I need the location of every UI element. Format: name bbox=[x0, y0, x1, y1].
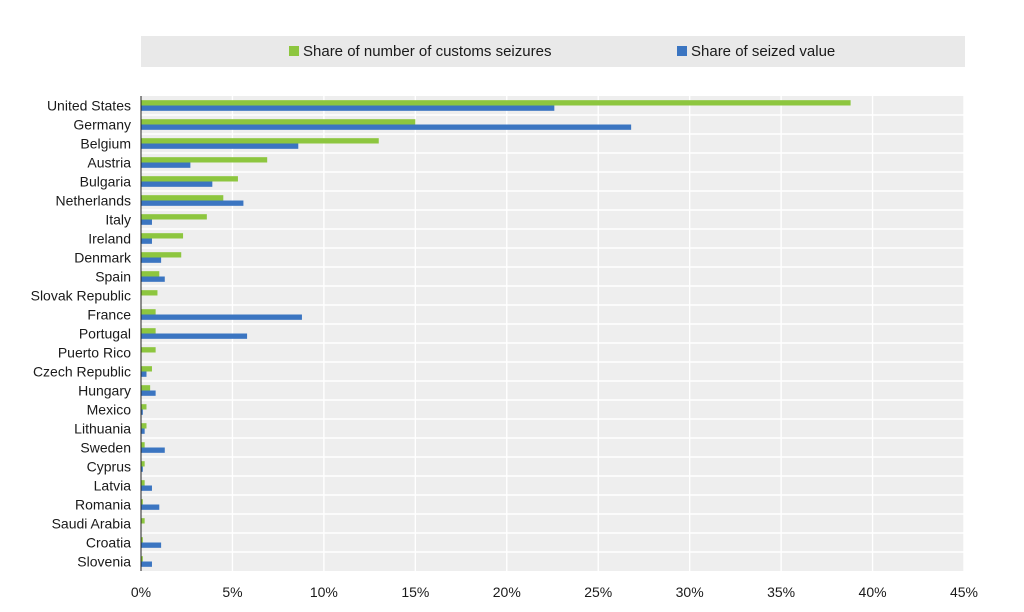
x-tick-label: 5% bbox=[222, 584, 242, 600]
legend-label-value: Share of seized value bbox=[691, 43, 836, 60]
bar-seizures bbox=[141, 119, 416, 125]
bar-seized-value bbox=[141, 428, 145, 434]
bar-seized-value bbox=[141, 504, 160, 510]
x-tick-label: 0% bbox=[131, 584, 151, 600]
plot-background bbox=[141, 96, 964, 571]
bar-seized-value bbox=[141, 466, 143, 472]
category-label: Italy bbox=[105, 212, 131, 228]
category-label: Slovenia bbox=[77, 554, 131, 570]
chart-legend: Share of number of customs seizures Shar… bbox=[141, 36, 965, 67]
x-tick-label: 30% bbox=[676, 584, 704, 600]
bar-seizures bbox=[141, 195, 224, 201]
x-tick-label: 15% bbox=[401, 584, 429, 600]
category-label: Mexico bbox=[87, 402, 132, 418]
bar-seizures bbox=[141, 233, 184, 239]
bar-seizures bbox=[141, 347, 156, 353]
bar-seizures bbox=[141, 176, 238, 182]
bar-seized-value bbox=[141, 200, 244, 206]
bar-seized-value bbox=[141, 485, 152, 491]
legend-label-seizures: Share of number of customs seizures bbox=[303, 43, 552, 60]
bar-seized-value bbox=[141, 257, 162, 263]
bar-seized-value bbox=[141, 371, 147, 377]
x-tick-label: 45% bbox=[950, 584, 978, 600]
category-label: Portugal bbox=[79, 326, 131, 342]
bar-seizures bbox=[141, 271, 160, 277]
category-label: Denmark bbox=[74, 250, 132, 266]
category-label: Romania bbox=[75, 497, 131, 513]
category-label: Austria bbox=[87, 155, 131, 171]
bar-seizures bbox=[141, 461, 145, 467]
bar-seized-value bbox=[141, 542, 162, 548]
bar-seizures bbox=[141, 499, 143, 505]
category-label: Latvia bbox=[94, 478, 132, 494]
x-tick-label: 20% bbox=[493, 584, 521, 600]
bar-seizures bbox=[141, 518, 145, 524]
bar-seizures bbox=[141, 328, 156, 334]
legend-item-seizures: Share of number of customs seizures bbox=[289, 36, 551, 67]
legend-swatch-seizures bbox=[289, 46, 299, 57]
bar-seizures bbox=[141, 442, 145, 448]
bar-seized-value bbox=[141, 409, 143, 415]
category-label: Germany bbox=[73, 117, 131, 133]
category-label: Lithuania bbox=[74, 421, 131, 437]
bar-seized-value bbox=[141, 105, 555, 111]
category-label: Hungary bbox=[78, 383, 131, 399]
bar-seized-value bbox=[141, 162, 191, 168]
bar-seized-value bbox=[141, 124, 632, 130]
bar-seized-value bbox=[141, 219, 152, 225]
bar-seizures bbox=[141, 309, 156, 315]
bar-seizures bbox=[141, 138, 379, 144]
x-tick-label: 35% bbox=[767, 584, 795, 600]
category-label: Croatia bbox=[86, 535, 131, 551]
category-label: Ireland bbox=[88, 231, 131, 247]
bar-seized-value bbox=[141, 143, 299, 149]
category-label: Bulgaria bbox=[80, 174, 132, 190]
bar-seizures bbox=[141, 252, 182, 258]
bar-seizures bbox=[141, 537, 143, 543]
bar-seizures bbox=[141, 480, 145, 486]
bar-seized-value bbox=[141, 276, 165, 282]
bar-seizures bbox=[141, 404, 147, 410]
category-label: Sweden bbox=[80, 440, 131, 456]
bar-seizures bbox=[141, 214, 207, 220]
legend-swatch-value bbox=[677, 46, 687, 57]
bar-seized-value bbox=[141, 238, 152, 244]
category-label: France bbox=[87, 307, 131, 323]
category-label: Slovak Republic bbox=[31, 288, 131, 304]
category-label: United States bbox=[47, 98, 131, 114]
bar-seized-value bbox=[141, 447, 165, 453]
bar-seized-value bbox=[141, 561, 152, 567]
bar-seized-value bbox=[141, 181, 213, 187]
legend-item-value: Share of seized value bbox=[677, 36, 835, 67]
bar-seizures bbox=[141, 290, 158, 296]
category-label: Puerto Rico bbox=[58, 345, 131, 361]
category-label: Cyprus bbox=[87, 459, 131, 475]
bar-seized-value bbox=[141, 314, 302, 320]
bar-seized-value bbox=[141, 333, 248, 339]
x-tick-label: 40% bbox=[859, 584, 887, 600]
bar-seizures bbox=[141, 366, 152, 372]
category-label: Belgium bbox=[80, 136, 131, 152]
bar-seizures bbox=[141, 556, 143, 562]
category-label: Czech Republic bbox=[33, 364, 131, 380]
bar-seized-value bbox=[141, 390, 156, 396]
category-label: Spain bbox=[95, 269, 131, 285]
bar-seizures bbox=[141, 385, 151, 391]
category-label: Netherlands bbox=[56, 193, 132, 209]
x-tick-label: 10% bbox=[310, 584, 338, 600]
category-label: Saudi Arabia bbox=[52, 516, 132, 532]
bar-seizures bbox=[141, 100, 851, 106]
bar-seizures bbox=[141, 157, 268, 163]
bar-seizures bbox=[141, 423, 147, 429]
x-tick-label: 25% bbox=[584, 584, 612, 600]
